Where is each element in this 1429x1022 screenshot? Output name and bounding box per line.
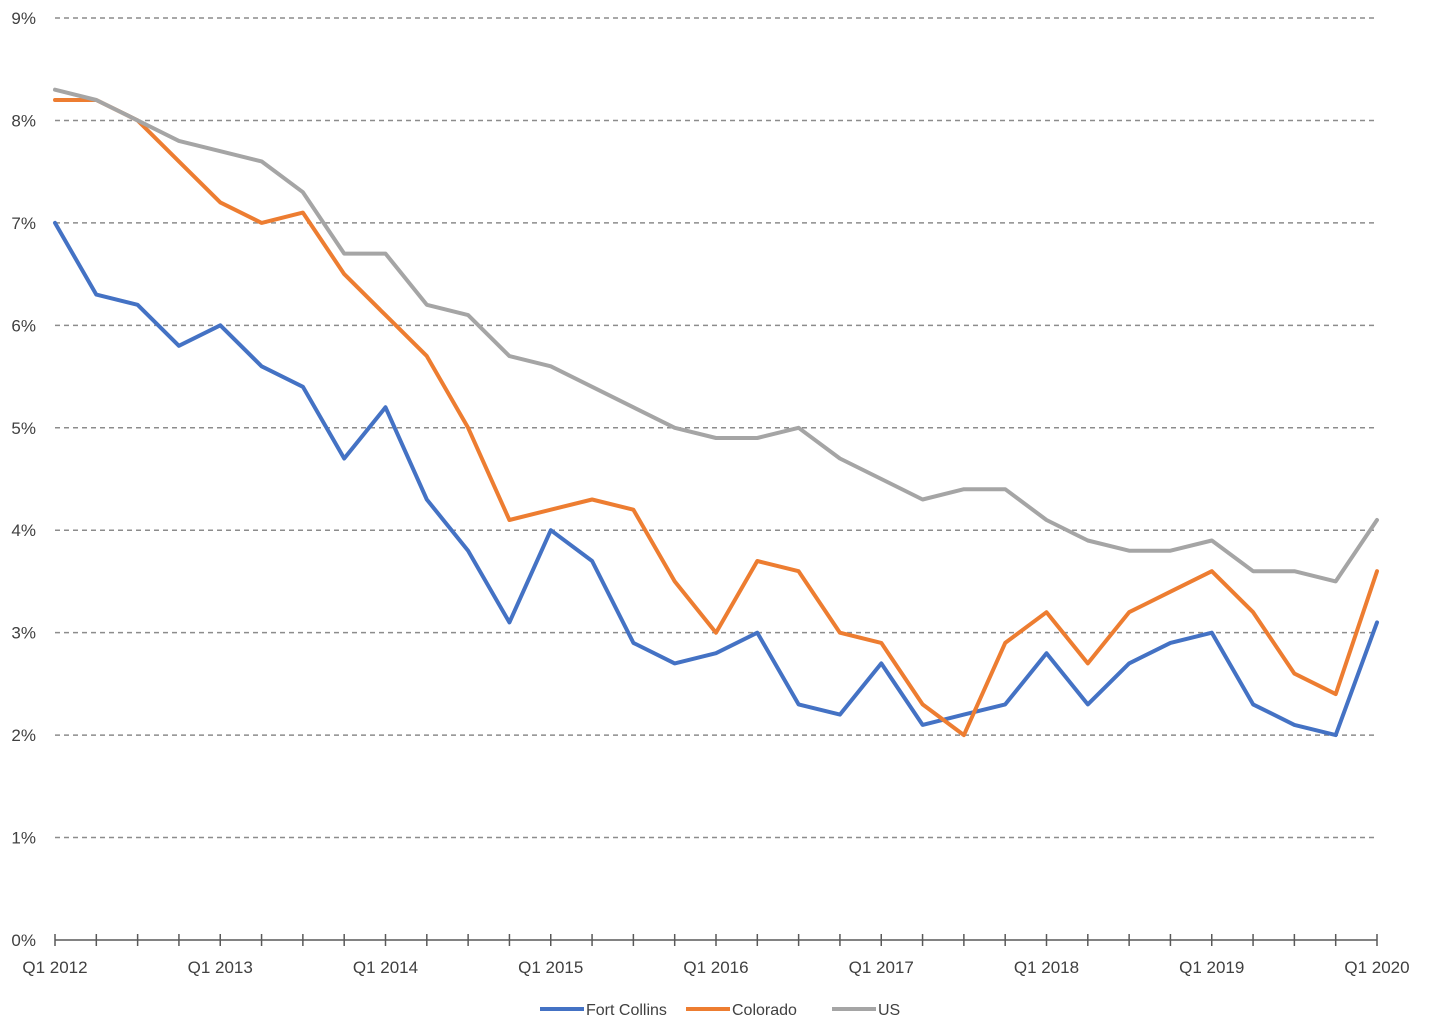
y-tick-label: 8% xyxy=(11,111,36,130)
x-tick-label: Q1 2020 xyxy=(1344,958,1409,977)
legend-label-us: US xyxy=(878,1002,900,1019)
y-tick-label: 4% xyxy=(11,521,36,540)
y-tick-label: 0% xyxy=(11,931,36,950)
legend-label-fort-collins: Fort Collins xyxy=(586,1002,667,1019)
gridlines xyxy=(55,17,1377,839)
x-tick-label: Q1 2018 xyxy=(1014,958,1079,977)
y-tick-label: 3% xyxy=(11,624,36,643)
y-tick-label: 1% xyxy=(11,829,36,848)
series-lines xyxy=(53,87,1379,738)
x-tick-label: Q1 2012 xyxy=(22,958,87,977)
series-line-colorado xyxy=(53,98,1379,738)
series-line-fort-collins xyxy=(53,220,1379,738)
series-line-us xyxy=(53,87,1379,584)
x-tick-label: Q1 2017 xyxy=(849,958,914,977)
y-tick-label: 2% xyxy=(11,726,36,745)
legend: Fort Collins Colorado US xyxy=(540,1002,900,1019)
x-tick-label: Q1 2015 xyxy=(518,958,583,977)
axes: 0% 1% 2% 3% 4% 5% 6% 7% 8% 9% Q1 2012 Q1 2013 Q1 201… xyxy=(11,9,1409,977)
y-tick-label: 5% xyxy=(11,419,36,438)
x-tick-label: Q1 2019 xyxy=(1179,958,1244,977)
y-tick-label: 9% xyxy=(11,9,36,28)
y-tick-label: 7% xyxy=(11,214,36,233)
x-tick-label: Q1 2014 xyxy=(353,958,418,977)
legend-label-colorado: Colorado xyxy=(732,1002,797,1019)
y-tick-label: 6% xyxy=(11,316,36,335)
x-tick-label: Q1 2013 xyxy=(188,958,253,977)
x-tick-label: Q1 2016 xyxy=(683,958,748,977)
